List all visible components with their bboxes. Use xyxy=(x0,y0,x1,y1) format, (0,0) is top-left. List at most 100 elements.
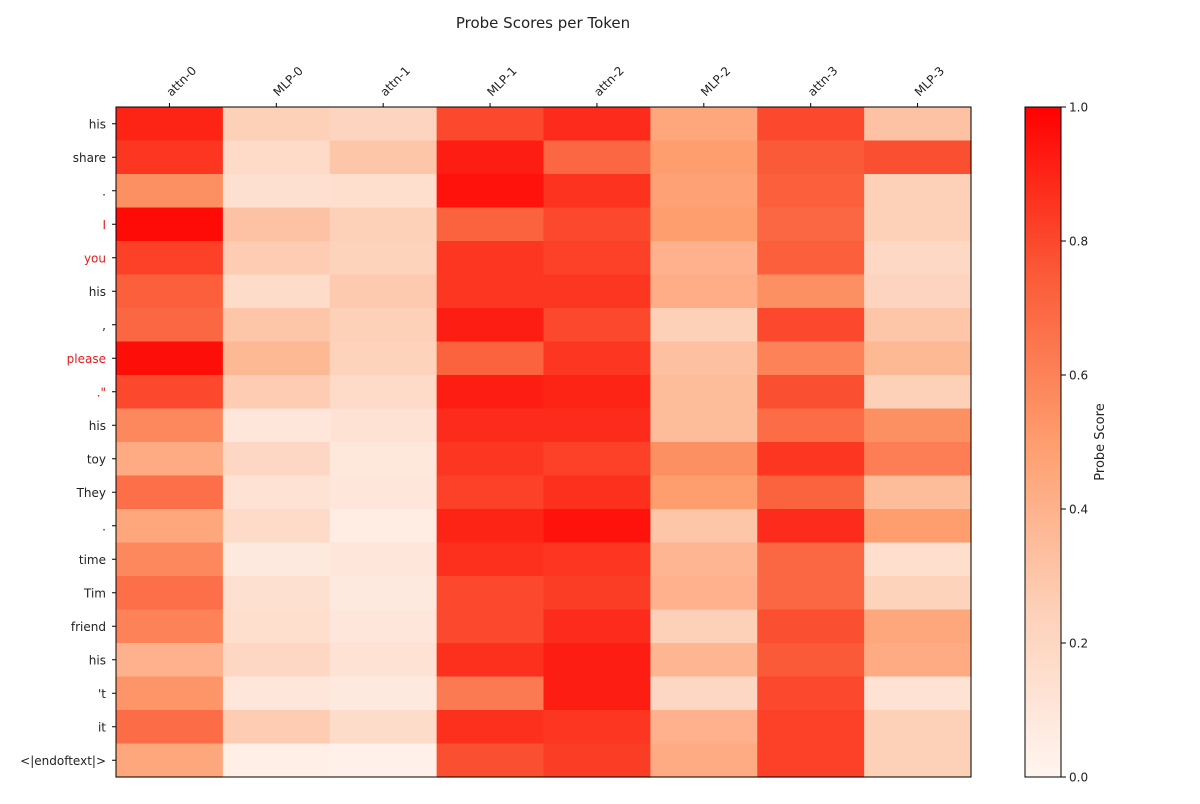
heatmap-cell-r16-c4 xyxy=(543,643,651,678)
heatmap-cell-r15-c5 xyxy=(650,609,758,644)
heatmap-cell-r7-c1 xyxy=(222,341,331,376)
heatmap-cell-r18-c5 xyxy=(650,710,758,745)
row-label-17-t: 't xyxy=(98,687,106,701)
heatmap-cell-r10-c4 xyxy=(543,442,651,477)
heatmap-cell-r1-c4 xyxy=(543,140,651,175)
heatmap-cell-r17-c4 xyxy=(543,676,651,711)
heatmap-cell-r10-c0 xyxy=(116,442,224,477)
heatmap-cell-r10-c7 xyxy=(864,442,972,477)
heatmap-cell-r4-c2 xyxy=(329,241,438,276)
heatmap-cell-r0-c7 xyxy=(864,107,972,142)
heatmap-cell-r15-c4 xyxy=(543,609,651,644)
heatmap-cell-r11-c1 xyxy=(222,475,331,510)
heatmap-cell-r19-c2 xyxy=(329,743,438,778)
heatmap-cell-r8-c6 xyxy=(757,375,865,410)
heatmap-cell-r18-c7 xyxy=(864,710,972,745)
colorbar-tick-label-0: 0.0 xyxy=(1069,771,1088,785)
heatmap-cell-r12-c2 xyxy=(329,509,438,544)
heatmap-cell-r18-c3 xyxy=(436,710,545,745)
heatmap-cell-r6-c4 xyxy=(543,308,651,343)
row-label-16-his: his xyxy=(89,653,106,667)
heatmap-cell-r14-c6 xyxy=(757,576,865,611)
heatmap-cell-r19-c6 xyxy=(757,743,865,778)
column-label-attn-2: attn-2 xyxy=(591,64,627,100)
heatmap-cell-r11-c3 xyxy=(436,475,545,510)
heatmap-cell-r16-c5 xyxy=(650,643,758,678)
heatmap-cell-r3-c0 xyxy=(116,207,224,242)
heatmap-cell-r0-c1 xyxy=(222,107,331,142)
heatmap-cell-r10-c6 xyxy=(757,442,865,477)
heatmap-cell-r8-c5 xyxy=(650,375,758,410)
column-label-attn-0: attn-0 xyxy=(164,64,200,100)
heatmap-cell-r3-c3 xyxy=(436,207,545,242)
heatmap-cell-r16-c2 xyxy=(329,643,438,678)
heatmap-cell-r19-c7 xyxy=(864,743,972,778)
heatmap-cell-r13-c4 xyxy=(543,542,651,577)
heatmap-cell-r12-c1 xyxy=(222,509,331,544)
heatmap-cell-r14-c5 xyxy=(650,576,758,611)
heatmap-cell-r0-c5 xyxy=(650,107,758,142)
heatmap-cell-r11-c6 xyxy=(757,475,865,510)
heatmap-cell-r1-c3 xyxy=(436,140,545,175)
heatmap-cell-r17-c7 xyxy=(864,676,972,711)
colorbar-tick-label-1: 0.2 xyxy=(1069,637,1088,651)
heatmap-frame xyxy=(115,106,972,778)
heatmap-cell-r15-c6 xyxy=(757,609,865,644)
heatmap-cell-r15-c2 xyxy=(329,609,438,644)
heatmap-cell-r2-c0 xyxy=(116,174,224,209)
heatmap-cell-r7-c3 xyxy=(436,341,545,376)
heatmap-cell-r11-c5 xyxy=(650,475,758,510)
heatmap-cell-r3-c6 xyxy=(757,207,865,242)
heatmap-cell-r14-c7 xyxy=(864,576,972,611)
chart-title: Probe Scores per Token xyxy=(456,14,630,32)
heatmap-cell-r6-c1 xyxy=(222,308,331,343)
heatmap-cell-r16-c6 xyxy=(757,643,865,678)
heatmap-cell-r18-c4 xyxy=(543,710,651,745)
heatmap-cell-r6-c3 xyxy=(436,308,545,343)
heatmap-cell-r19-c5 xyxy=(650,743,758,778)
heatmap-cell-r17-c2 xyxy=(329,676,438,711)
colorbar-tick-label-5: 1.0 xyxy=(1069,101,1088,115)
heatmap-cell-r13-c6 xyxy=(757,542,865,577)
heatmap-cell-r13-c3 xyxy=(436,542,545,577)
heatmap-cell-r12-c0 xyxy=(116,509,224,544)
colorbar-tick-label-4: 0.8 xyxy=(1069,235,1088,249)
colorbar-label: Probe Score xyxy=(1093,403,1108,480)
heatmap-cell-r1-c1 xyxy=(222,140,331,175)
row-label-13-time: time xyxy=(79,553,106,567)
row-label-18-it: it xyxy=(98,720,106,734)
heatmap-cell-r9-c1 xyxy=(222,408,331,443)
heatmap-cell-r18-c2 xyxy=(329,710,438,745)
heatmap-cell-r19-c4 xyxy=(543,743,651,778)
heatmap-cell-r13-c7 xyxy=(864,542,972,577)
heatmap-cell-r14-c2 xyxy=(329,576,438,611)
heatmap-cell-r8-c0 xyxy=(116,375,224,410)
heatmap-cell-r12-c4 xyxy=(543,509,651,544)
column-label-attn-1: attn-1 xyxy=(377,64,413,100)
heatmap-cell-r6-c6 xyxy=(757,308,865,343)
heatmap-cell-r12-c7 xyxy=(864,509,972,544)
heatmap-cell-r10-c3 xyxy=(436,442,545,477)
heatmap-cell-r17-c5 xyxy=(650,676,758,711)
heatmap-cell-r6-c2 xyxy=(329,308,438,343)
heatmap-cell-r12-c3 xyxy=(436,509,545,544)
heatmap-cell-r6-c5 xyxy=(650,308,758,343)
heatmap-cell-r6-c7 xyxy=(864,308,972,343)
row-label-3-i: I xyxy=(102,218,106,232)
heatmap-cell-r8-c2 xyxy=(329,375,438,410)
row-label-2-punct: . xyxy=(102,184,106,198)
heatmap-cell-r11-c4 xyxy=(543,475,651,510)
heatmap-cell-r3-c4 xyxy=(543,207,651,242)
colorbar-tick-label-2: 0.4 xyxy=(1069,503,1088,517)
row-label-11-they: They xyxy=(76,486,106,500)
heatmap-cell-r0-c2 xyxy=(329,107,438,142)
heatmap-cell-r4-c5 xyxy=(650,241,758,276)
row-label-5-his: his xyxy=(89,285,106,299)
heatmap-cell-r2-c6 xyxy=(757,174,865,209)
heatmap-cell-r9-c6 xyxy=(757,408,865,443)
heatmap-cell-r3-c5 xyxy=(650,207,758,242)
heatmap-cell-r18-c6 xyxy=(757,710,865,745)
heatmap-cell-r12-c5 xyxy=(650,509,758,544)
colorbar xyxy=(1024,106,1062,778)
